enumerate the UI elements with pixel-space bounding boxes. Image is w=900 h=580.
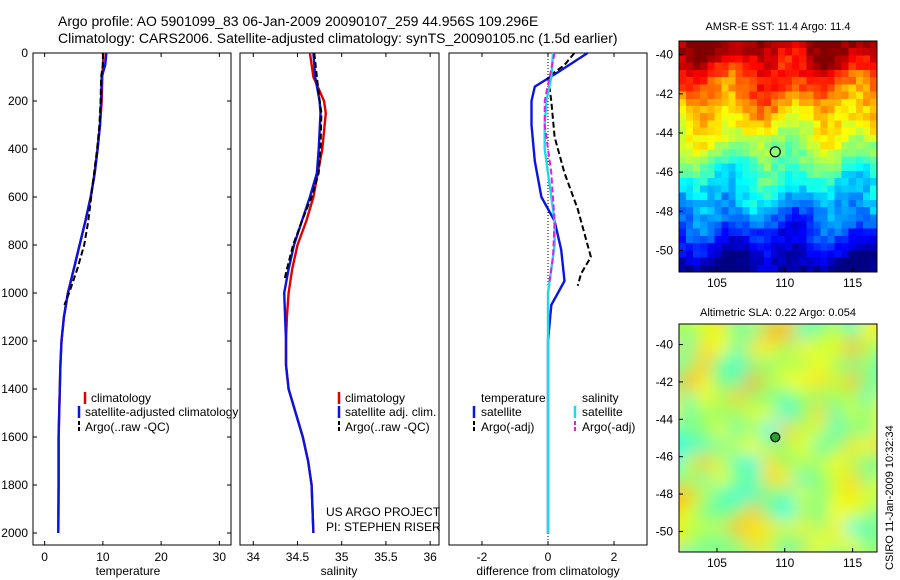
depth-tick-label: 1600 (1, 430, 28, 444)
figure-title-line-2: Climatology: CARS2006. Satellite-adjuste… (58, 30, 618, 46)
depth-tick-label: 600 (8, 190, 28, 204)
x-tick-label: 0 (41, 550, 48, 564)
depth-tick-label: 0 (21, 46, 28, 60)
map-y-tick-label: -46 (656, 450, 674, 464)
salinity-legend: climatology satellite adj. clim. Argo(..… (337, 391, 436, 434)
map-x-tick-label: 105 (707, 556, 727, 570)
map-y-tick-label: -48 (656, 487, 674, 501)
salinity-x-axis: 34 34.5 35 35.5 36 (247, 53, 437, 564)
figure-title-line-1: Argo profile: AO 5901099_83 06-Jan-2009 … (58, 13, 538, 29)
x-tick-label: 10 (96, 550, 110, 564)
legend-header-temperature: temperature (481, 391, 546, 405)
difference-xlabel: difference from climatology (476, 564, 619, 578)
project-label: US ARGO PROJECT (326, 505, 441, 519)
x-tick-label: 35.5 (374, 550, 398, 564)
difference-series (530, 51, 592, 533)
x-tick-label: 2 (611, 550, 618, 564)
x-tick-label: 34 (247, 550, 261, 564)
legend-sal-argo: Argo(-adj) (582, 420, 635, 434)
map-x-tick-label: 105 (707, 276, 727, 290)
x-tick-label: 30 (213, 550, 227, 564)
map-y-tick-label: -48 (656, 204, 674, 218)
depth-tick-label: 1400 (1, 382, 28, 396)
series-line-satellite-adj-clim- (283, 52, 322, 534)
side-timestamp-label: CSIRO 11-Jan-2009 10:32:34 (884, 425, 896, 570)
series-line-temperature-argo-adj- (547, 52, 592, 287)
map-y-tick-label: -50 (656, 243, 674, 257)
depth-tick-label: 400 (8, 142, 28, 156)
salinity-panel: 34 34.5 35 35.5 36 salinity climatology sate… (239, 52, 441, 578)
legend-satellite-adjusted: satellite-adjusted climatology (85, 405, 238, 419)
legend-climatology: climatology (91, 391, 151, 405)
map-y-tick-label: -40 (656, 48, 674, 62)
salinity-axes-frame (239, 52, 440, 546)
x-tick-label: 35 (335, 550, 349, 564)
x-tick-label: 20 (154, 550, 168, 564)
depth-tick-label: 2000 (1, 526, 28, 540)
sst-map-title: AMSR-E SST: 11.4 Argo: 11.4 (705, 21, 850, 33)
depth-tick-label: 1000 (1, 286, 28, 300)
sst-map-panel: AMSR-E SST: 11.4 Argo: 11.4 105 110 115 -40… (656, 21, 878, 290)
temperature-legend: climatology satellite-adjusted climatolo… (77, 391, 238, 434)
map-x-tick-label: 115 (843, 556, 862, 570)
map-x-tick-label: 110 (775, 276, 794, 290)
series-line-salinity-argo-adj- (543, 52, 556, 282)
map-y-tick-label: -44 (656, 412, 674, 426)
salinity-series (283, 52, 327, 534)
legend-header-salinity: salinity (582, 391, 619, 405)
sla-heatmap (679, 324, 877, 552)
sst-map-axes: 105 110 115 -40 -42 -44 -46 -48 -50 (656, 48, 863, 290)
depth-tick-label: 1800 (1, 478, 28, 492)
series-line-salinity-satellite (543, 52, 556, 533)
legend-argo: Argo(..raw -QC) (85, 420, 170, 434)
difference-legend: temperature salinity satellite Argo(-adj… (472, 391, 635, 434)
series-line-argo-raw-qc- (63, 53, 104, 306)
map-y-tick-label: -50 (656, 524, 674, 538)
depth-tick-label: 200 (8, 94, 28, 108)
series-line-argo-raw-qc- (283, 52, 323, 282)
sst-map-frame (678, 40, 878, 273)
sla-map-title: Altimetric SLA: 0.22 Argo: 0.054 (700, 307, 856, 319)
salinity-xlabel: salinity (321, 564, 358, 578)
legend-temp-argo: Argo(-adj) (481, 420, 534, 434)
legend-sal-satellite: satellite (582, 405, 623, 419)
x-tick-label: 0 (545, 550, 552, 564)
map-y-tick-label: -46 (656, 165, 674, 179)
sla-map-axes: 105 110 115 -40 -42 -44 -46 -48 -50 (656, 338, 863, 570)
legend-satellite-adj: satellite adj. clim. (345, 405, 436, 419)
map-x-tick-label: 115 (843, 276, 862, 290)
x-tick-label: 34.5 (286, 550, 310, 564)
legend-climatology: climatology (345, 391, 405, 405)
map-y-tick-label: -44 (656, 126, 674, 140)
depth-tick-label: 800 (8, 238, 28, 252)
temperature-axes-frame (32, 52, 232, 546)
map-y-tick-label: -42 (656, 375, 674, 389)
x-tick-label: 36 (423, 550, 437, 564)
legend-argo: Argo(..raw -QC) (345, 420, 430, 434)
sla-map-frame (678, 323, 878, 553)
sst-heatmap (679, 41, 877, 272)
difference-panel: -2 0 2 difference from climatology tempera… (448, 51, 648, 578)
depth-tick-label: 1200 (1, 334, 28, 348)
sla-map-panel: Altimetric SLA: 0.22 Argo: 0.054 105 110 1… (656, 307, 878, 570)
series-line-satellite-adjusted-climatology (57, 52, 108, 534)
temperature-x-axis: 0 10 20 30 (41, 53, 226, 564)
temperature-xlabel: temperature (96, 564, 161, 578)
argo-location-marker (769, 146, 781, 158)
map-y-tick-label: -40 (656, 338, 674, 352)
difference-x-axis: -2 0 2 (477, 53, 618, 564)
map-x-tick-label: 110 (775, 556, 794, 570)
x-tick-label: -2 (477, 550, 488, 564)
map-y-tick-label: -42 (656, 87, 674, 101)
argo-location-marker (770, 432, 781, 443)
temperature-series (57, 52, 108, 534)
legend-temp-satellite: satellite (481, 405, 522, 419)
pi-label: PI: STEPHEN RISER (326, 520, 441, 534)
